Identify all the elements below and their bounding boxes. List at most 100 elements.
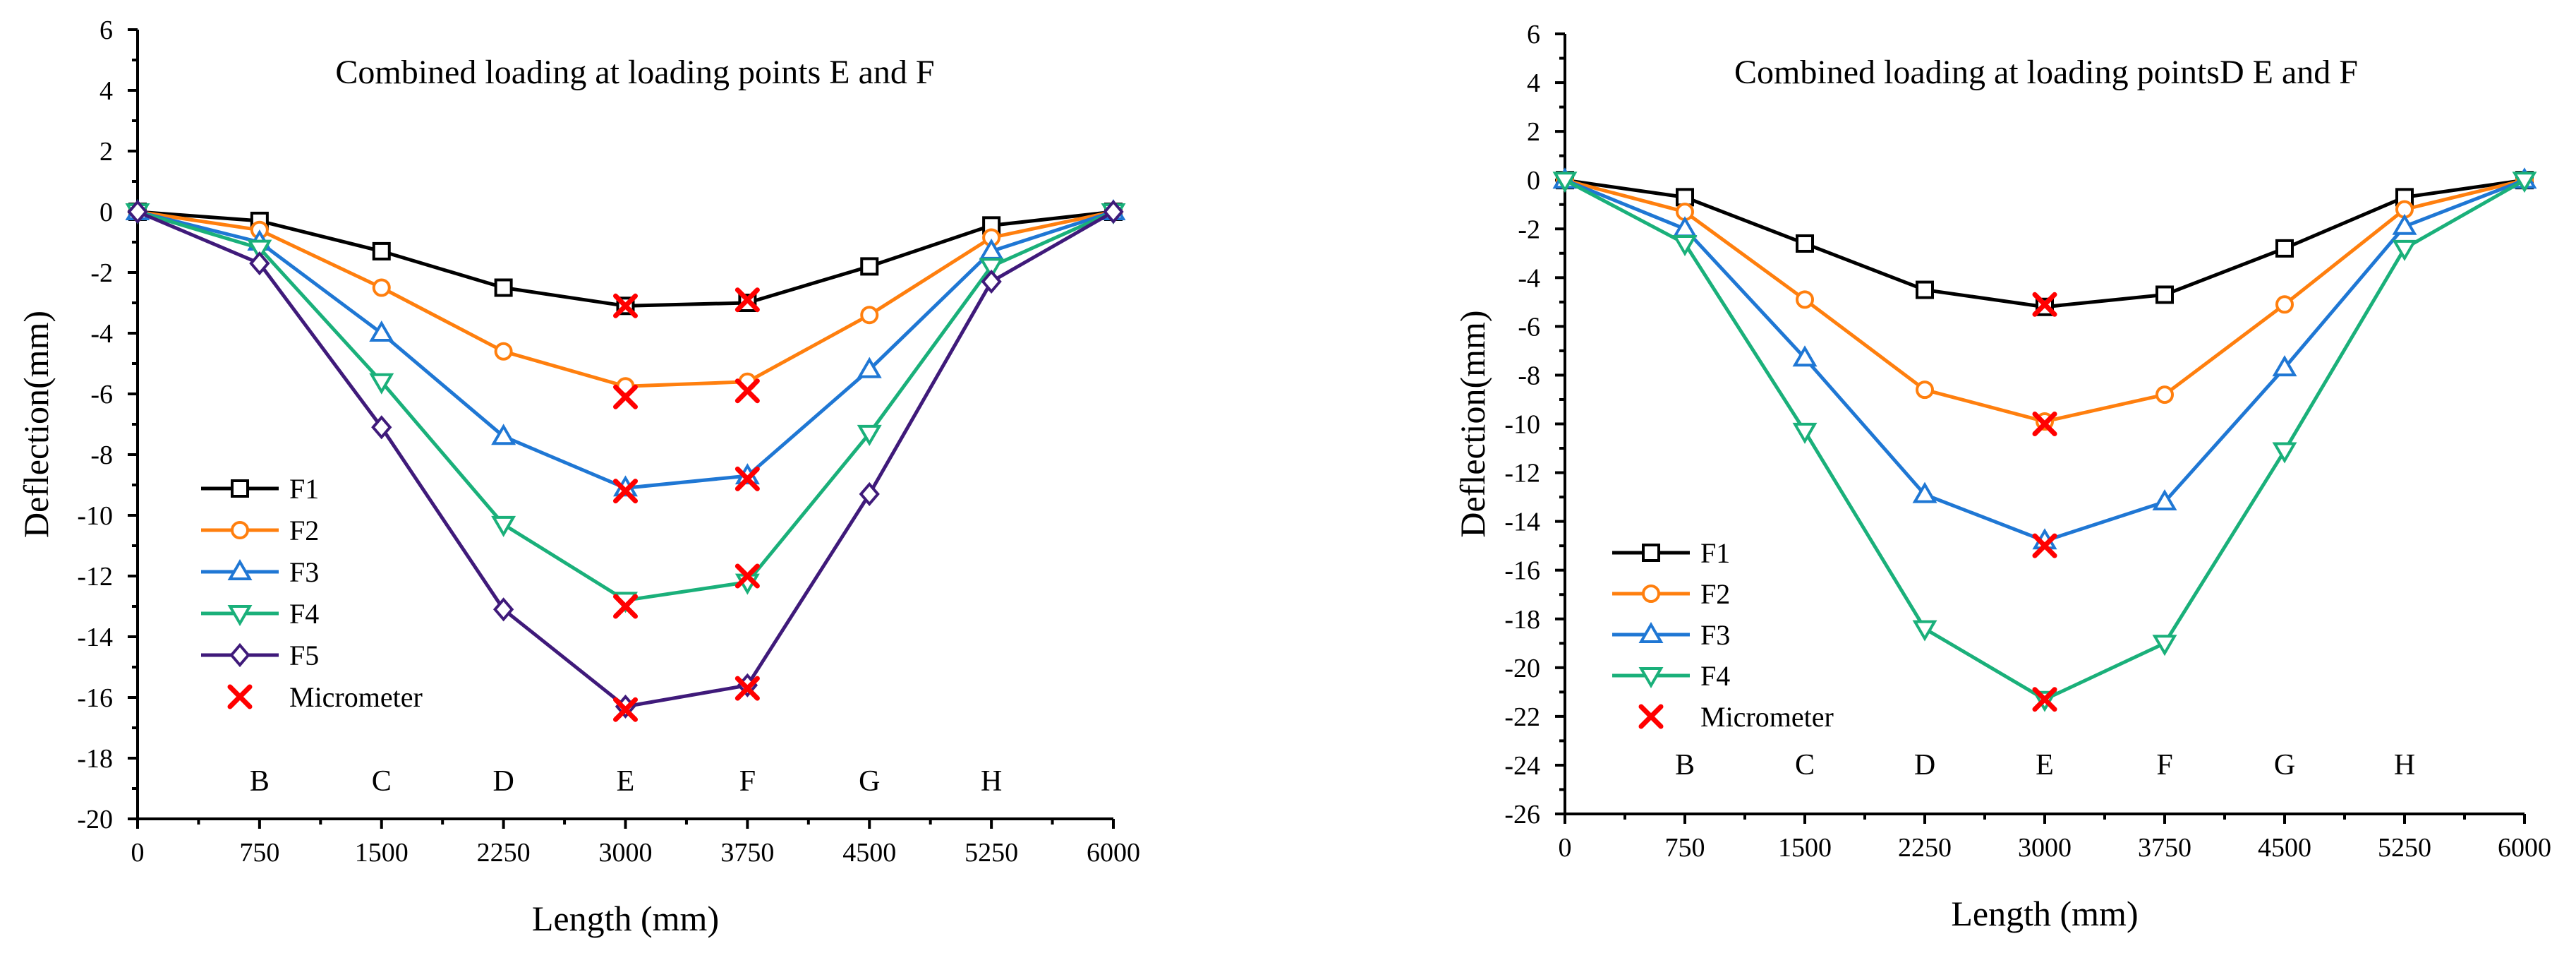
data-point [372,241,391,260]
data-point [2512,172,2537,193]
x-stroke [2032,687,2057,712]
legend: F1 F2 F3 F4 Micrometer [1612,537,1834,733]
legend-entry: F4 [1612,660,1730,692]
legend-entry: F2 [201,515,319,546]
data-point [1912,481,1937,503]
x-tick-label: 3750 [2138,833,2191,863]
data-point [1792,422,1818,444]
y-tick-label: 6 [99,16,113,45]
legend-label: Micrometer [1700,701,1834,733]
micrometer-point [734,676,760,701]
y-tick-label: -20 [1504,654,1540,683]
legend: F1 F2 F3 F4 F5 Micrometer [201,473,423,713]
micrometer-point [613,697,638,722]
data-point [1792,345,1818,367]
data-point [2152,489,2177,510]
micrometer-point [2032,292,2057,317]
series-line [137,210,1115,602]
point-label: F [739,765,756,798]
data-point [1552,172,1578,193]
data-point [2392,239,2417,261]
y-tick-label: -2 [90,258,113,288]
data-point [2275,239,2294,258]
x-stroke [734,466,760,491]
x-tick-label: 5250 [2378,833,2431,863]
legend-swatch [1642,585,1660,603]
series-f5 [127,199,1124,719]
series-micrometer [2032,292,2057,712]
data-point [979,258,1004,280]
x-stroke [613,384,638,409]
micrometer-point [613,479,638,504]
y-tick-label: -12 [1504,459,1540,489]
data-point [2155,285,2174,304]
data-point [859,481,880,506]
y-tick-label: 2 [1527,117,1540,147]
data-point [494,278,513,297]
legend-entry: F1 [201,473,319,505]
data-point [860,306,879,325]
series-f3 [125,199,1126,497]
x-axis-title: Length (mm) [1951,894,2138,933]
legend-label: F3 [1700,619,1730,651]
y-tick-label: -18 [77,744,113,774]
legend-entry: Micrometer [227,681,423,713]
data-point [2392,213,2417,235]
legend-swatch [1638,704,1664,729]
data-point [857,356,882,378]
x-tick-label: 750 [239,838,279,868]
series-f4 [125,203,1126,613]
y-tick-label: -14 [77,623,113,652]
legend-label: Micrometer [289,681,423,713]
data-point [860,257,879,276]
y-tick-label: -20 [77,805,113,834]
x-axis-title: Length (mm) [532,899,719,938]
data-point [2272,355,2297,377]
data-point [1916,380,1934,400]
x-tick-label: 4500 [842,838,896,868]
y-tick-label: -8 [90,440,113,470]
x-tick-label: 3750 [720,838,774,868]
legend-label: F5 [289,640,319,671]
y-tick-label: -26 [1504,800,1540,829]
legend-swatch [1638,667,1664,688]
legend-entry: F1 [1612,537,1730,569]
legend-entry: F4 [201,598,319,630]
legend-label: F4 [289,598,319,630]
y-tick-label: -16 [77,683,113,713]
x-stroke [613,697,638,722]
x-tick-label: 0 [1559,833,1572,863]
x-stroke [2032,292,2057,317]
y-tick-label: 4 [1527,68,1540,98]
x-stroke [227,684,253,709]
x-tick-label: 2250 [477,838,531,868]
legend-label: F4 [1700,660,1730,692]
data-point [1912,620,1937,642]
data-point [372,278,391,297]
data-point [491,515,516,537]
data-point [981,269,1002,294]
y-tick-label: 0 [99,198,113,227]
y-tick-label: -6 [90,380,113,409]
series-f1 [1556,171,2534,316]
micrometer-point [734,287,760,313]
chart-left: 6 4 2 0 -2 -4 -6 -8 -10 -12 -14 -16 -18 -20 0 750 1500 22… [16,16,1140,938]
data-point [369,373,394,395]
y-tick-label: -22 [1504,702,1540,732]
x-tick-label: 3000 [2018,833,2072,863]
y-tick-label: -24 [1504,751,1540,781]
data-point [1796,234,1814,253]
chart-title: Combined loading at loading pointsD E an… [1734,54,2358,91]
legend-entry: F5 [201,640,319,671]
data-point [2272,442,2297,464]
legend-label: F1 [289,473,319,505]
micrometer-point [613,594,638,619]
chart-right: 6 4 2 0 -2 -4 -6 -8 -10 -12 -14 -16 -18 -20 -22 -24 -26 0… [1453,20,2551,933]
data-point [369,320,394,342]
legend-swatch [1638,622,1664,643]
data-point [494,342,513,361]
x-stroke [1638,704,1664,729]
data-point [1796,290,1814,309]
point-label: H [981,765,1002,798]
